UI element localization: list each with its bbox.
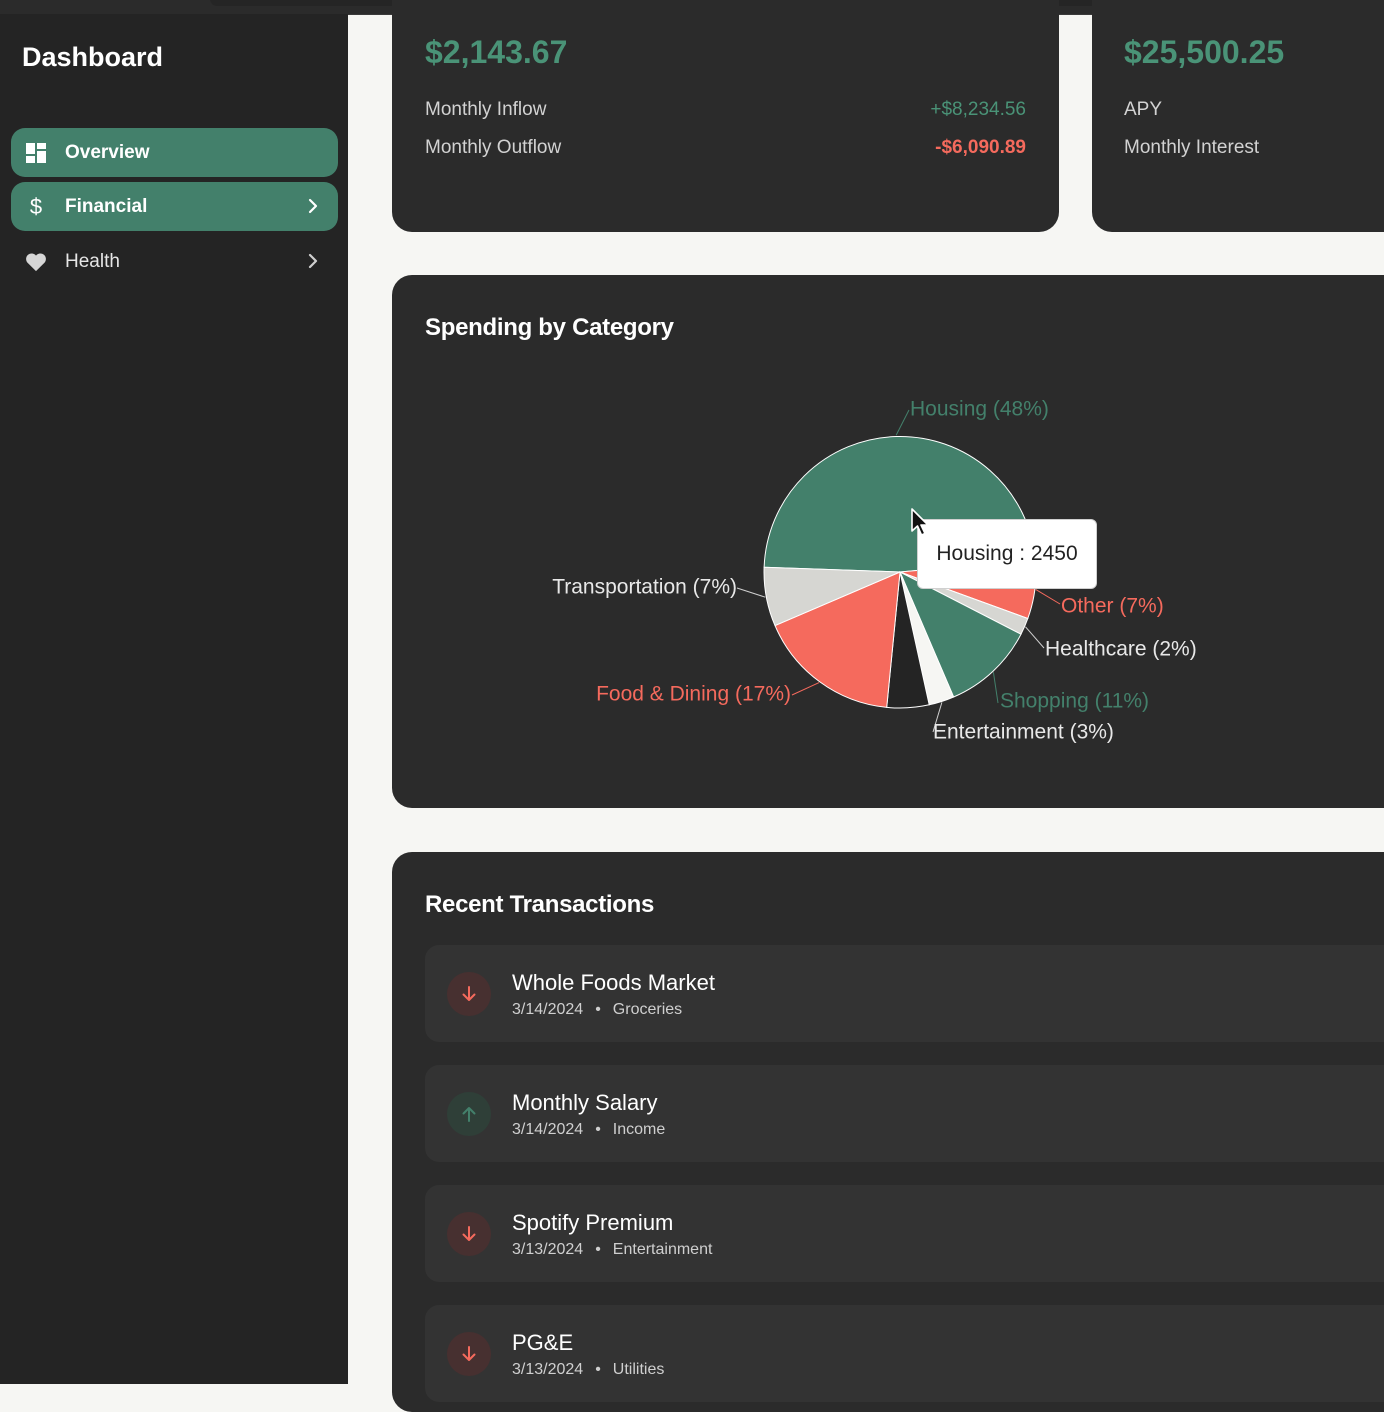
separator: • (595, 1361, 601, 1378)
heart-icon (25, 251, 47, 273)
transaction-meta: 3/14/2024 • Groceries (512, 1001, 682, 1019)
transaction-row[interactable]: Whole Foods Market 3/14/2024 • Groceries (425, 945, 1384, 1042)
transaction-name: PG&E (512, 1330, 574, 1355)
transaction-category: Utilities (612, 1361, 665, 1378)
spending-card (392, 275, 1384, 808)
chevron-right-icon (306, 195, 320, 223)
dollar-icon: $ (29, 193, 43, 219)
savings-balance: $25,500.25 (1124, 34, 1285, 70)
sidebar-item-financial[interactable]: $ Financial (11, 182, 338, 231)
sidebar-title: Dashboard (22, 42, 164, 72)
arrow-down-icon (447, 1332, 491, 1376)
savings-card (1092, 0, 1384, 232)
sidebar-item-label: Overview (65, 141, 150, 163)
transactions-title: Recent Transactions (425, 891, 655, 918)
apy-label: APY (1124, 99, 1163, 120)
sidebar-item-label: Health (65, 250, 120, 272)
transaction-date: 3/13/2024 (512, 1241, 584, 1258)
transaction-meta: 3/14/2024 • Income (512, 1121, 665, 1139)
monthly-outflow-label: Monthly Outflow (425, 137, 562, 158)
transaction-name: Whole Foods Market (512, 970, 715, 995)
arrow-down-icon (447, 1212, 491, 1256)
transaction-category: Groceries (612, 1001, 683, 1018)
chart-tooltip: Housing : 2450 (917, 519, 1097, 589)
spending-title: Spending by Category (425, 314, 674, 341)
transaction-category: Entertainment (612, 1241, 713, 1258)
transaction-name: Monthly Salary (512, 1090, 658, 1115)
chevron-right-icon (306, 250, 320, 278)
sidebar-item-health[interactable]: Health (11, 237, 338, 286)
transaction-row[interactable]: PG&E 3/13/2024 • Utilities (425, 1305, 1384, 1402)
monthly-outflow-value: -$6,090.89 (935, 137, 1026, 158)
transaction-date: 3/13/2024 (512, 1361, 584, 1378)
transaction-meta: 3/13/2024 • Utilities (512, 1361, 664, 1379)
checking-balance: $2,143.67 (425, 34, 568, 70)
transaction-date: 3/14/2024 (512, 1121, 584, 1138)
arrow-down-icon (447, 972, 491, 1016)
arrow-up-icon (447, 1092, 491, 1136)
transaction-date: 3/14/2024 (512, 1001, 584, 1018)
separator: • (595, 1241, 601, 1258)
sidebar: Dashboard Overview $ Financial Health (0, 14, 348, 1384)
dashboard-grid-icon (25, 142, 47, 164)
transaction-row[interactable]: Monthly Salary 3/14/2024 • Income (425, 1065, 1384, 1162)
transaction-category: Income (612, 1121, 666, 1138)
sidebar-item-label: Financial (65, 195, 148, 217)
transaction-meta: 3/13/2024 • Entertainment (512, 1241, 712, 1259)
transaction-row[interactable]: Spotify Premium 3/13/2024 • Entertainment (425, 1185, 1384, 1282)
transaction-name: Spotify Premium (512, 1210, 674, 1235)
mouse-cursor-icon (911, 508, 929, 536)
checking-card (392, 0, 1059, 232)
separator: • (595, 1121, 601, 1138)
sidebar-item-overview[interactable]: Overview (11, 128, 338, 177)
separator: • (595, 1001, 601, 1018)
monthly-inflow-label: Monthly Inflow (425, 99, 547, 120)
monthly-interest-label: Monthly Interest (1124, 137, 1260, 158)
monthly-inflow-value: +$8,234.56 (930, 99, 1026, 120)
